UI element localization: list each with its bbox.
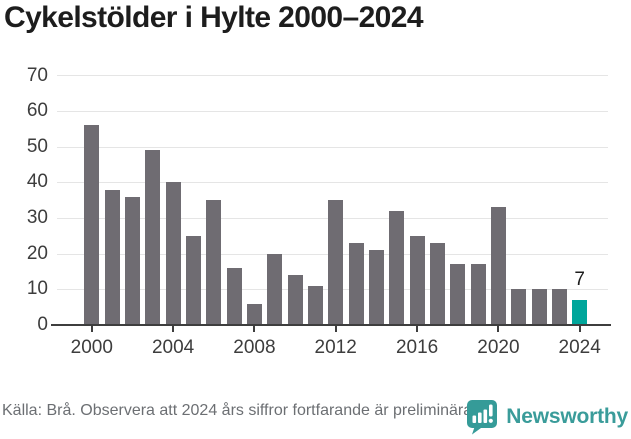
x-axis-tick-2008 — [253, 326, 256, 332]
x-axis-tick-2024 — [578, 326, 581, 332]
bar-2004 — [165, 182, 181, 326]
newsworthy-logo-text: Newsworthy — [506, 405, 628, 428]
bar-2010 — [287, 275, 303, 326]
x-axis-label-2008: 2008 — [233, 337, 276, 358]
bar-2014 — [368, 250, 384, 326]
bar-2001 — [104, 189, 120, 326]
bar-2021 — [511, 289, 527, 326]
bar-2017 — [429, 243, 445, 326]
newsworthy-bubble-chart-icon — [467, 400, 498, 435]
bar-2018 — [450, 264, 466, 326]
bar-2011 — [307, 285, 323, 326]
source-note: Källa: Brå. Observera att 2024 års siffr… — [2, 402, 477, 419]
bar-2009 — [267, 253, 283, 326]
gridline-y-70 — [57, 75, 608, 76]
bar-2003 — [145, 150, 161, 326]
x-axis-tick-2016 — [416, 326, 419, 332]
bar-2019 — [470, 264, 486, 326]
bar-2022 — [531, 289, 547, 326]
bar-2000 — [84, 125, 100, 326]
x-axis-tick-2004 — [172, 326, 175, 332]
y-axis-label-10: 10 — [26, 278, 48, 300]
x-axis-tick-2020 — [497, 326, 500, 332]
bar-2005 — [185, 235, 201, 326]
x-axis-label-2004: 2004 — [151, 337, 195, 358]
bar-2020 — [490, 207, 506, 326]
bar-2024 — [572, 300, 588, 326]
bar-2008 — [246, 303, 262, 326]
y-axis-label-30: 30 — [26, 207, 48, 229]
bar-2012 — [328, 200, 344, 327]
gridline-y-40 — [57, 182, 608, 183]
bar-value-label: 7 — [574, 269, 585, 291]
newsworthy-logo[interactable]: Newsworthy — [465, 399, 628, 435]
y-axis-label-40: 40 — [26, 171, 48, 193]
x-axis-tick-2012 — [334, 326, 337, 332]
x-axis-tick-2000 — [90, 326, 93, 332]
bar-2006 — [206, 200, 222, 327]
bar-2015 — [389, 210, 405, 326]
gridline-y-60 — [57, 111, 608, 112]
y-axis-label-20: 20 — [26, 242, 48, 264]
bar-2023 — [551, 289, 567, 326]
x-axis-label-2016: 2016 — [395, 337, 439, 358]
y-axis-label-70: 70 — [26, 64, 48, 86]
x-axis-line — [51, 324, 611, 326]
x-axis-label-2000: 2000 — [70, 337, 113, 358]
gridline-y-50 — [57, 147, 608, 148]
bar-2002 — [125, 196, 140, 326]
y-axis-label-60: 60 — [26, 100, 48, 122]
bar-2016 — [409, 235, 425, 326]
y-axis-label-0: 0 — [37, 314, 48, 335]
bar-2013 — [348, 243, 364, 326]
x-axis-label-2024: 2024 — [558, 337, 601, 358]
bar-2007 — [226, 268, 242, 326]
x-axis-label-2020: 2020 — [477, 337, 520, 358]
x-axis-label-2012: 2012 — [314, 337, 357, 358]
y-axis-label-50: 50 — [26, 135, 48, 157]
chart-title: Cykelstölder i Hylte 2000–2024 — [4, 1, 424, 34]
